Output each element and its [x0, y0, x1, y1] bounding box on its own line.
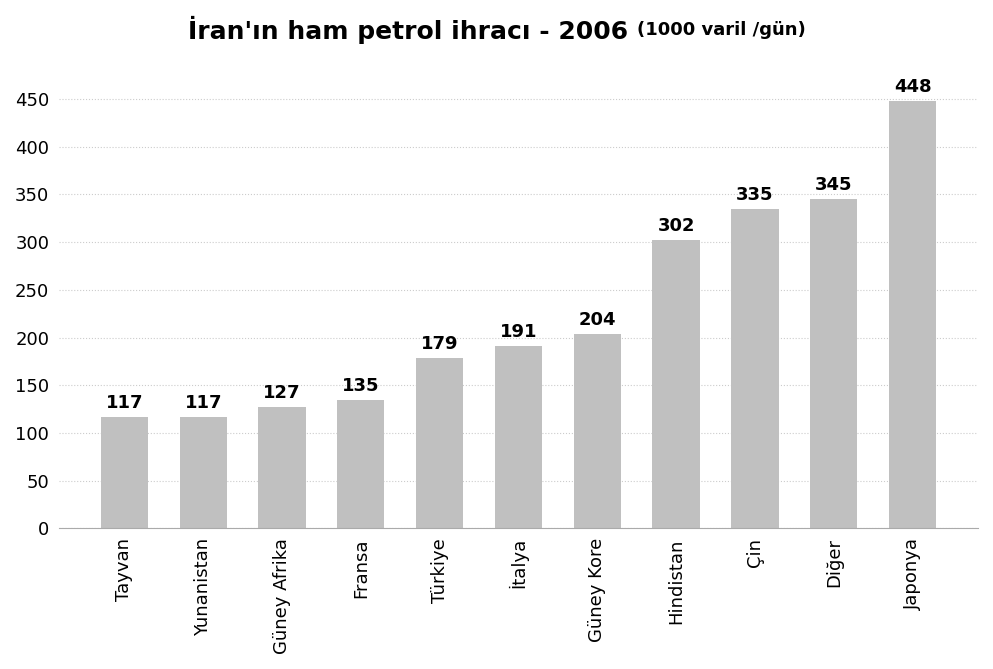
Text: 204: 204: [579, 311, 616, 329]
Text: (1000 varil /gün): (1000 varil /gün): [637, 21, 805, 39]
Bar: [652, 240, 700, 529]
Bar: [180, 417, 226, 529]
Bar: [810, 199, 857, 529]
Text: 135: 135: [343, 377, 379, 395]
Bar: [338, 399, 384, 529]
Bar: [495, 346, 542, 529]
Text: 191: 191: [499, 323, 537, 341]
Text: 345: 345: [815, 177, 853, 195]
Bar: [889, 101, 936, 529]
Text: 117: 117: [185, 394, 222, 412]
Text: 117: 117: [105, 394, 143, 412]
Bar: [574, 334, 621, 529]
Bar: [731, 209, 779, 529]
Text: 179: 179: [421, 335, 459, 353]
Bar: [100, 417, 148, 529]
Bar: [258, 407, 306, 529]
Text: 335: 335: [736, 186, 774, 204]
Text: İran'ın ham petrol ihracı - 2006: İran'ın ham petrol ihracı - 2006: [188, 16, 637, 44]
Bar: [416, 358, 464, 529]
Text: 127: 127: [263, 385, 301, 403]
Text: 302: 302: [657, 217, 695, 235]
Text: 448: 448: [894, 78, 931, 96]
